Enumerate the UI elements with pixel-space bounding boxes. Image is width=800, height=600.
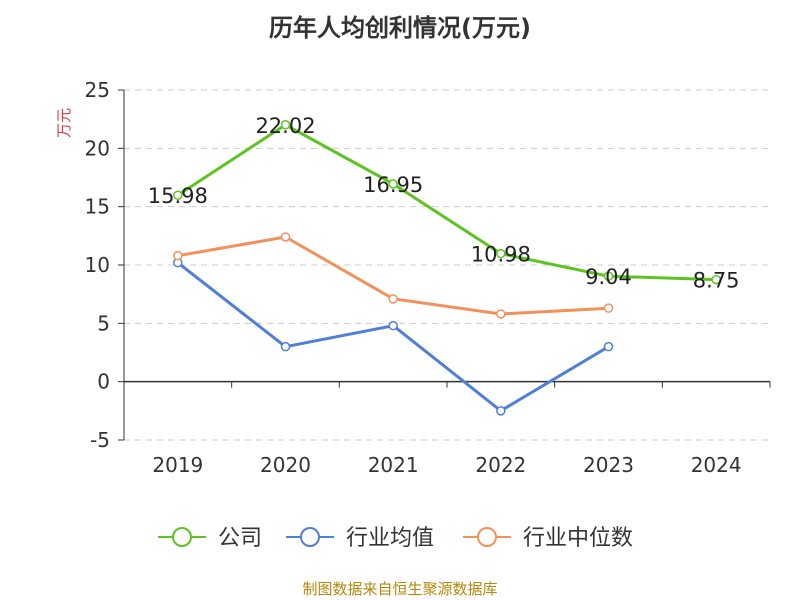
- series-layer: [173, 120, 721, 416]
- legend-marker-1[interactable]: [172, 527, 192, 547]
- data-point[interactable]: [388, 294, 398, 304]
- y-tick-label: -5: [90, 428, 110, 452]
- y-tick-label: 10: [85, 253, 110, 277]
- legend-label-1[interactable]: 公司: [218, 526, 262, 551]
- data-point[interactable]: [711, 274, 721, 285]
- source-note: 制图数据来自恒生聚源数据库: [302, 580, 498, 598]
- data-point[interactable]: [603, 303, 614, 313]
- x-tick-label: 2021: [368, 453, 419, 477]
- data-point[interactable]: [603, 271, 614, 281]
- data-labels: 15.98 22.02 16.95 10.98 9.04 8.75: [148, 114, 740, 293]
- x-tick-label: 2020: [260, 453, 311, 477]
- data-point[interactable]: [173, 250, 183, 261]
- y-tick-label: 15: [85, 195, 110, 219]
- chart-title: 历年人均创利情况(万元): [269, 14, 531, 42]
- data-label: 9.04: [585, 265, 632, 289]
- data-point[interactable]: [496, 248, 506, 259]
- data-point[interactable]: [388, 179, 398, 189]
- series-line-2: [176, 261, 610, 413]
- data-point[interactable]: [173, 190, 183, 200]
- legend-marker-2[interactable]: [300, 527, 320, 547]
- data-point[interactable]: [496, 309, 506, 319]
- data-point[interactable]: [603, 341, 614, 352]
- x-tick-label: 2022: [475, 453, 526, 477]
- y-axis-label: 万元: [55, 108, 73, 138]
- x-tick-label: 2024: [691, 453, 742, 477]
- axes: -5 0 5 10 15 20 25 2019 2020 2021 2022 2023 2024 万元: [55, 78, 771, 477]
- y-tick-label: 0: [97, 370, 110, 394]
- legend[interactable]: 公司 行业均值 行业中位数: [158, 526, 633, 551]
- data-label: 22.02: [255, 114, 315, 138]
- series-line-1: [176, 123, 717, 282]
- x-tick-label: 2023: [583, 453, 634, 477]
- y-tick-label: 20: [85, 136, 110, 160]
- x-tick-label: 2019: [152, 453, 203, 477]
- data-point[interactable]: [388, 320, 398, 331]
- data-label: 15.98: [148, 184, 208, 208]
- data-label: 16.95: [363, 173, 423, 197]
- data-point[interactable]: [280, 232, 291, 242]
- legend-label-3[interactable]: 行业中位数: [523, 526, 633, 551]
- grid-lines: [124, 89, 770, 441]
- legend-label-2[interactable]: 行业均值: [346, 526, 434, 551]
- data-point[interactable]: [280, 120, 291, 130]
- data-point[interactable]: [280, 341, 291, 352]
- data-label: 10.98: [471, 243, 531, 267]
- data-label: 8.75: [693, 269, 740, 293]
- legend-marker-3[interactable]: [477, 527, 497, 547]
- y-tick-label: 5: [97, 311, 110, 335]
- y-tick-label: 25: [85, 78, 110, 102]
- data-point[interactable]: [496, 406, 506, 416]
